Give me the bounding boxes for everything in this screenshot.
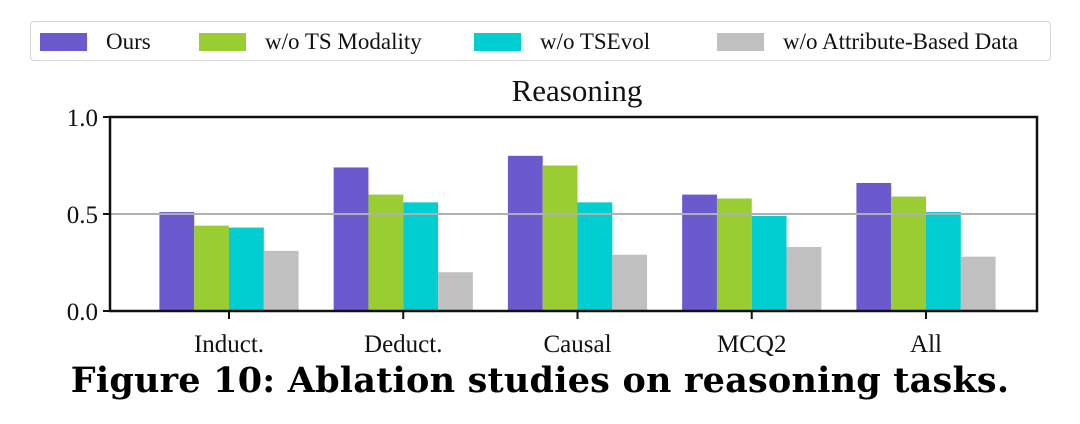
y-tick-label: 0.5 <box>67 202 98 229</box>
bar-deduct-series-0 <box>333 167 369 311</box>
legend-label-ts-modality: w/o TS Modality <box>265 29 422 54</box>
bar-causal-series-1 <box>542 165 578 311</box>
bar-mcq2-series-0 <box>682 194 717 311</box>
bar-causal-series-0 <box>507 155 543 311</box>
x-tick-label: Causal <box>543 331 611 358</box>
bars-group <box>110 155 1037 311</box>
legend-item-attribute-based: w/o Attribute-Based Data <box>717 22 1018 62</box>
legend-swatch-ours <box>40 33 87 51</box>
y-tick-label: 0.0 <box>67 299 98 326</box>
bar-induct-series-2 <box>229 227 264 311</box>
legend-item-ts-modality: w/o TS Modality <box>199 22 422 62</box>
bar-deduct-series-3 <box>438 272 473 311</box>
bar-chart: Reasoning 0.0 0.5 1.0 Induct. Deduct. Causal… <box>67 73 1039 358</box>
bar-causal-series-2 <box>577 202 613 311</box>
chart-title: Reasoning <box>512 73 643 108</box>
bar-induct-series-1 <box>194 225 229 311</box>
bar-deduct-series-2 <box>403 202 439 311</box>
legend-item-ours: Ours <box>40 22 151 62</box>
legend-label-ours: Ours <box>106 29 151 54</box>
bar-all-series-1 <box>891 196 926 311</box>
bar-induct-series-0 <box>159 212 195 311</box>
legend-swatch-attribute-based <box>717 33 764 51</box>
bar-mcq2-series-1 <box>716 198 752 311</box>
bar-mcq2-series-3 <box>786 246 822 311</box>
bar-all-series-2 <box>926 212 961 311</box>
x-tick-label: Deduct. <box>364 331 442 358</box>
x-tick-label: Induct. <box>194 331 264 358</box>
x-tick-label: All <box>910 331 942 358</box>
legend-swatch-tsevol <box>474 33 521 51</box>
legend: Ours w/o TS Modality w/o TSEvol w/o Attr… <box>30 21 1051 61</box>
bar-all-series-0 <box>856 182 892 311</box>
bar-induct-series-3 <box>263 250 299 311</box>
bar-deduct-series-1 <box>368 194 404 311</box>
y-axis: 0.0 0.5 1.0 <box>67 105 1039 326</box>
bar-mcq2-series-2 <box>751 215 787 311</box>
x-axis: Induct. Deduct. Causal MCQ2 All <box>194 311 942 358</box>
bar-causal-series-3 <box>612 254 648 311</box>
legend-swatch-ts-modality <box>199 33 246 51</box>
legend-label-attribute-based: w/o Attribute-Based Data <box>783 29 1019 54</box>
figure-caption: Figure 10: Ablation studies on reasoning… <box>70 360 1010 401</box>
legend-item-tsevol: w/o TSEvol <box>474 22 650 62</box>
y-tick-label: 1.0 <box>67 105 98 132</box>
x-tick-label: MCQ2 <box>717 331 786 358</box>
bar-all-series-3 <box>960 256 996 311</box>
legend-label-tsevol: w/o TSEvol <box>540 29 651 54</box>
